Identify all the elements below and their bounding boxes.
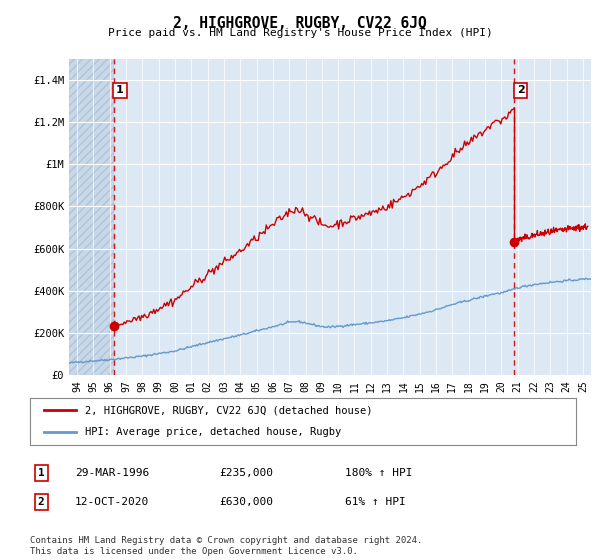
Text: 180% ↑ HPI: 180% ↑ HPI — [345, 468, 413, 478]
Text: 2: 2 — [38, 497, 44, 507]
Text: 2, HIGHGROVE, RUGBY, CV22 6JQ: 2, HIGHGROVE, RUGBY, CV22 6JQ — [173, 16, 427, 31]
Text: 2: 2 — [517, 86, 524, 95]
Text: 29-MAR-1996: 29-MAR-1996 — [75, 468, 149, 478]
Text: HPI: Average price, detached house, Rugby: HPI: Average price, detached house, Rugb… — [85, 427, 341, 437]
Text: £235,000: £235,000 — [219, 468, 273, 478]
Text: 12-OCT-2020: 12-OCT-2020 — [75, 497, 149, 507]
Text: 1: 1 — [116, 86, 124, 95]
Text: £630,000: £630,000 — [219, 497, 273, 507]
Text: 61% ↑ HPI: 61% ↑ HPI — [345, 497, 406, 507]
Bar — [69, 59, 113, 375]
Text: Contains HM Land Registry data © Crown copyright and database right 2024.
This d: Contains HM Land Registry data © Crown c… — [30, 536, 422, 556]
Text: 1: 1 — [38, 468, 44, 478]
Text: Price paid vs. HM Land Registry's House Price Index (HPI): Price paid vs. HM Land Registry's House … — [107, 28, 493, 38]
Text: 2, HIGHGROVE, RUGBY, CV22 6JQ (detached house): 2, HIGHGROVE, RUGBY, CV22 6JQ (detached … — [85, 405, 372, 416]
